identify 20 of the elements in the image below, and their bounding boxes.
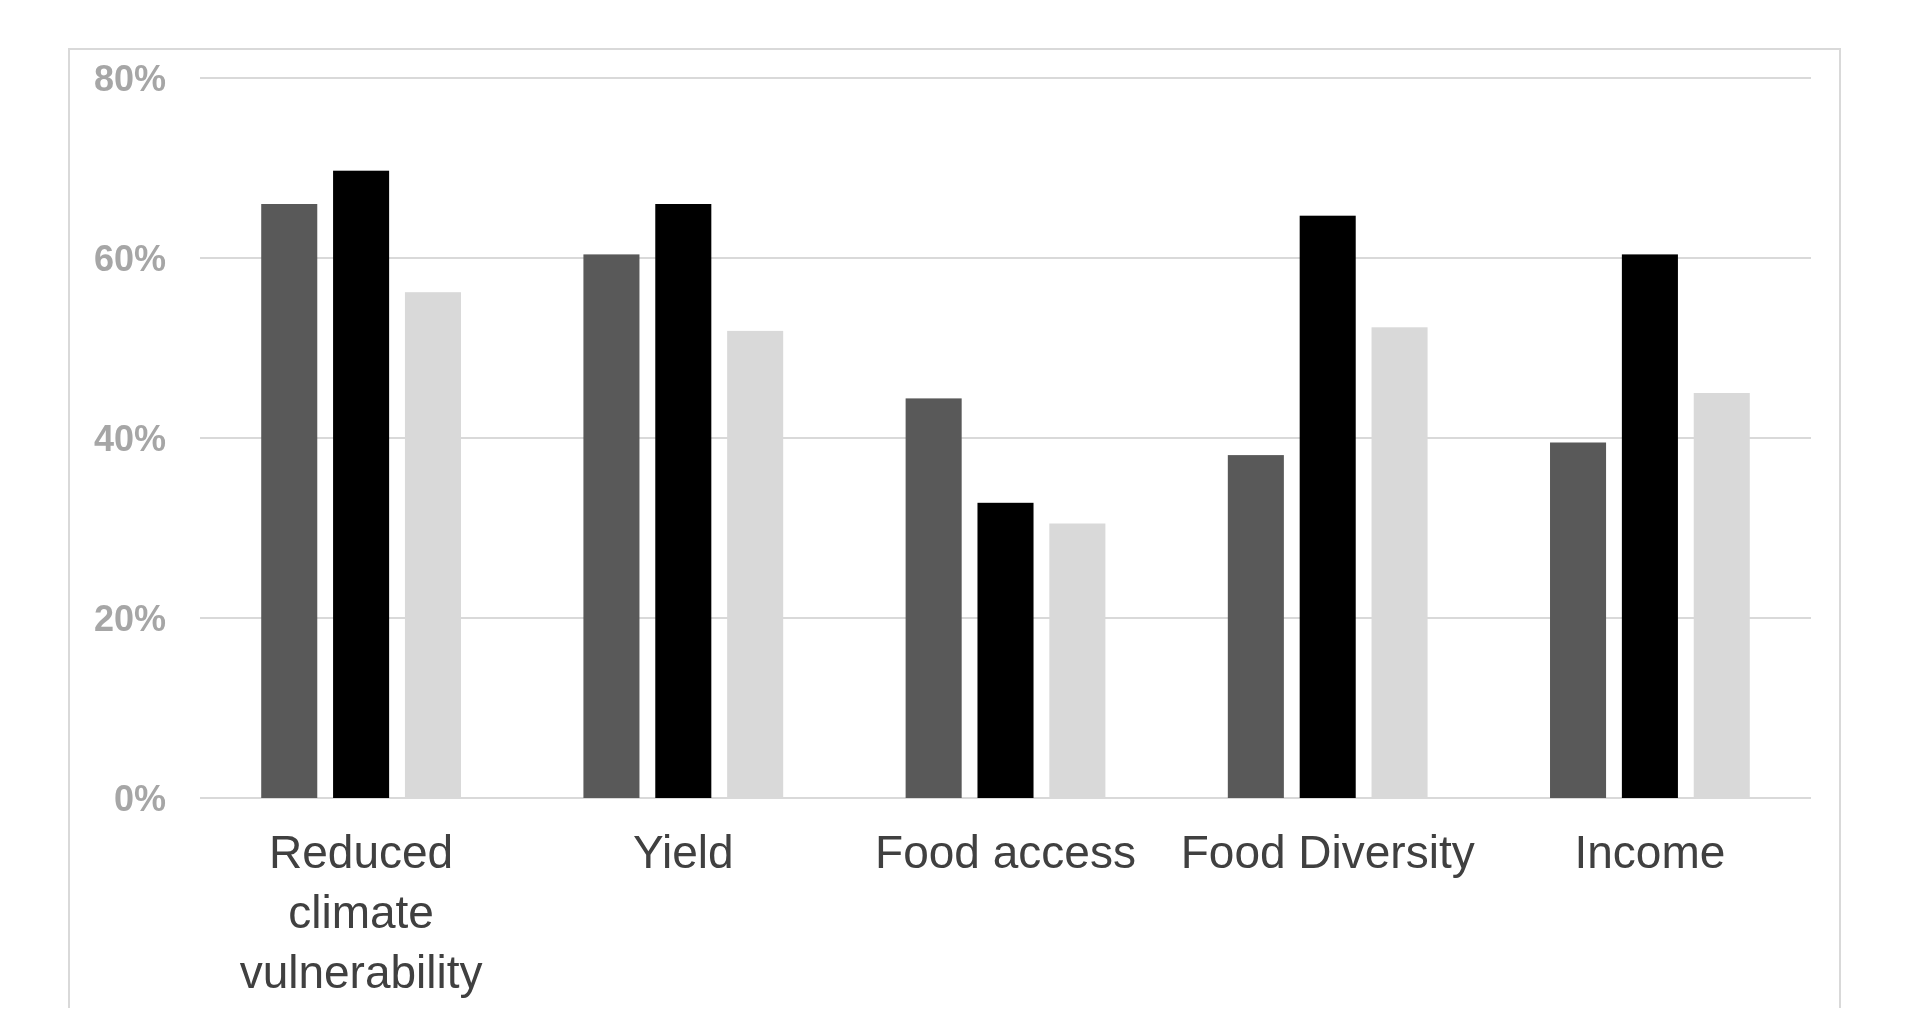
x-tick-label: Income: [1574, 826, 1726, 878]
bar: [1550, 442, 1607, 798]
bar: [261, 204, 318, 798]
bar: [977, 502, 1034, 798]
y-tick-label: 40%: [93, 417, 166, 459]
x-tick-label: Yield: [633, 826, 734, 878]
bar: [583, 254, 640, 798]
y-tick-label: 80%: [93, 57, 166, 99]
y-tick-label: 20%: [93, 597, 166, 639]
x-tick-label: Food Diversity: [1180, 826, 1475, 878]
bar: [1227, 455, 1284, 798]
bar: [905, 398, 962, 798]
bar: [1621, 254, 1678, 798]
y-tick-label: 0%: [113, 777, 166, 819]
y-tick-label: 60%: [93, 237, 166, 279]
x-tick-label: Food access: [875, 826, 1136, 878]
bar: [1299, 215, 1356, 798]
bar: [333, 170, 390, 798]
x-tick-label: Reduced climate vulnerability: [239, 826, 483, 998]
bar: [655, 204, 712, 798]
